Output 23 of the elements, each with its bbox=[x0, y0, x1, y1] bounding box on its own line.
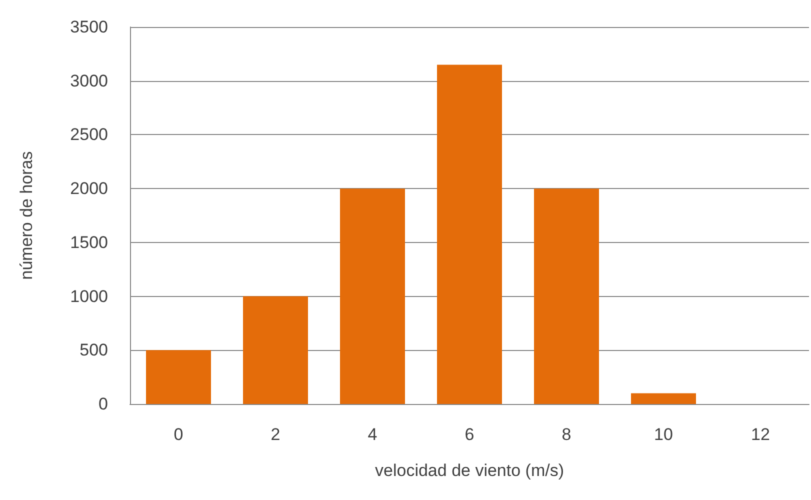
bar bbox=[146, 350, 211, 404]
x-axis-title: velocidad de viento (m/s) bbox=[375, 461, 564, 480]
bar bbox=[631, 393, 696, 404]
y-tick-label: 3000 bbox=[70, 71, 108, 90]
x-tick-label: 2 bbox=[270, 425, 280, 444]
x-tick-label: 12 bbox=[751, 425, 770, 444]
bar bbox=[340, 188, 405, 404]
y-tick-label: 1000 bbox=[70, 286, 108, 306]
bar bbox=[437, 64, 502, 404]
x-tick-label: 4 bbox=[368, 425, 378, 444]
bar bbox=[534, 188, 599, 404]
x-tick-label: 0 bbox=[174, 425, 184, 444]
x-tick-label: 6 bbox=[464, 425, 474, 444]
y-tick-label: 2000 bbox=[70, 179, 108, 198]
y-tick-label: 2500 bbox=[70, 125, 108, 144]
y-tick-label: 1500 bbox=[70, 232, 108, 252]
y-tick-label: 3500 bbox=[70, 18, 108, 36]
y-axis-title: número de horas bbox=[17, 151, 36, 280]
x-tick-label: 10 bbox=[654, 425, 673, 444]
x-tick-label: 8 bbox=[562, 425, 572, 444]
y-tick-label: 500 bbox=[80, 340, 108, 360]
y-tick-label: 0 bbox=[98, 394, 108, 414]
bar bbox=[243, 296, 308, 404]
